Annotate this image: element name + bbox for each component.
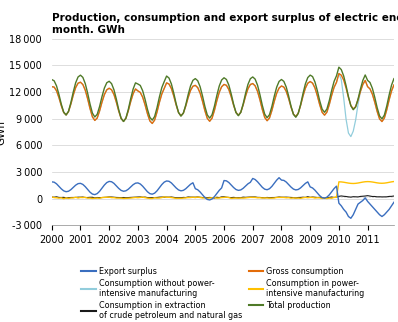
Legend: Export surplus, Consumption without power-
intensive manufacturing, Consumption : Export surplus, Consumption without powe… <box>81 267 365 320</box>
Y-axis label: GWh: GWh <box>0 119 6 145</box>
Text: Production, consumption and export surplus of electric energy per
month. GWh: Production, consumption and export surpl… <box>52 14 398 35</box>
